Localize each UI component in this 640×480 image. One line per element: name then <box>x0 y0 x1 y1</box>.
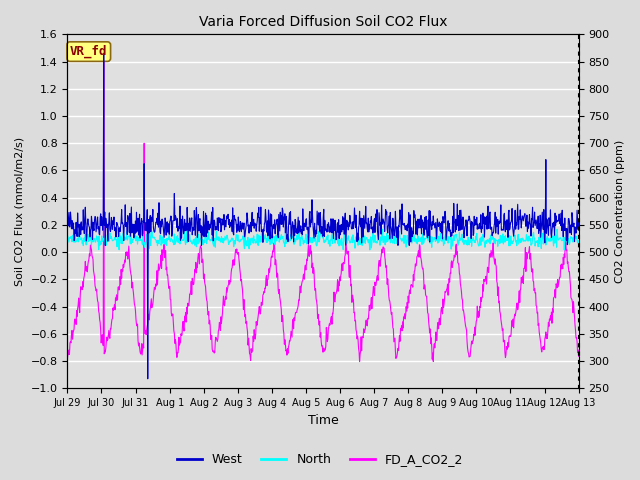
Title: Varia Forced Diffusion Soil CO2 Flux: Varia Forced Diffusion Soil CO2 Flux <box>199 15 447 29</box>
X-axis label: Time: Time <box>308 414 339 427</box>
Text: VR_fd: VR_fd <box>70 45 108 58</box>
Y-axis label: CO2 Concentration (ppm): CO2 Concentration (ppm) <box>615 140 625 283</box>
Y-axis label: Soil CO2 Flux (mmol/m2/s): Soil CO2 Flux (mmol/m2/s) <box>15 137 25 286</box>
Legend: West, North, FD_A_CO2_2: West, North, FD_A_CO2_2 <box>172 448 468 471</box>
